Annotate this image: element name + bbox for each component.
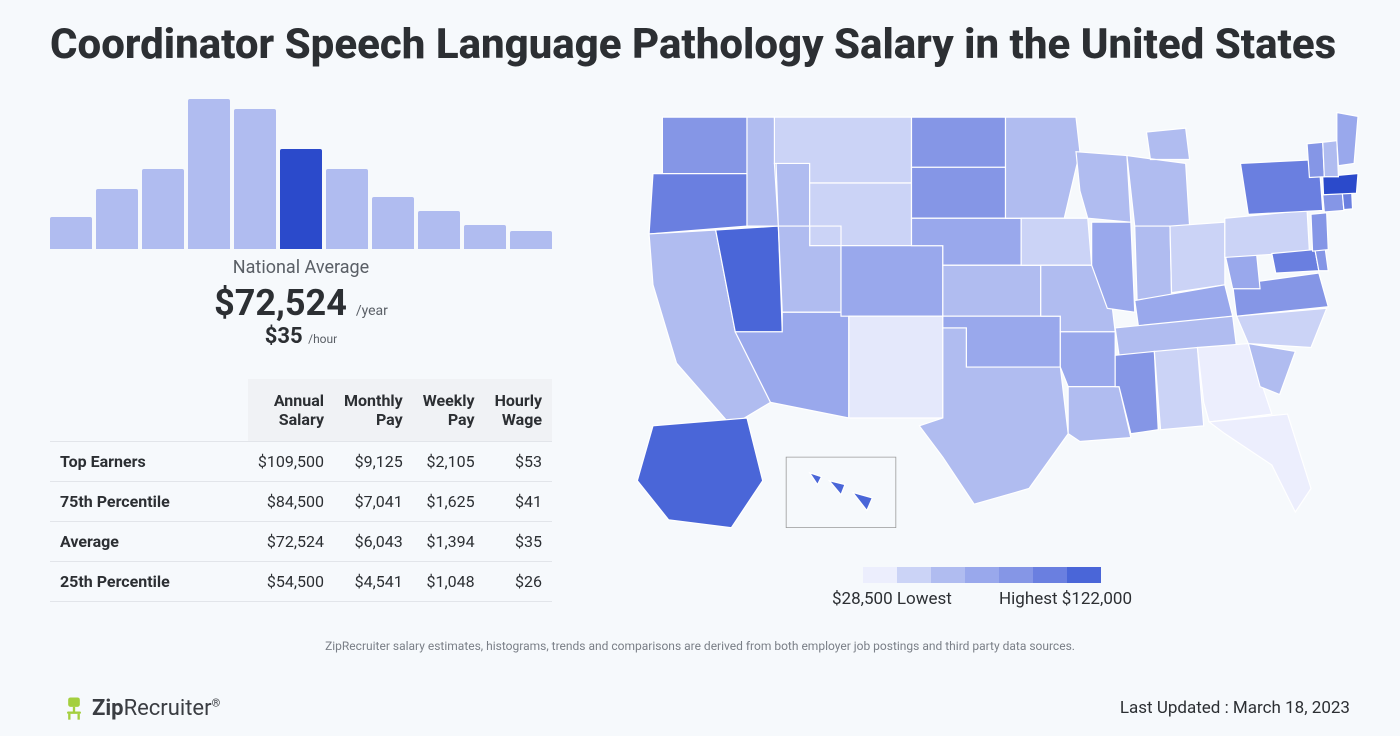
table-cell: $4,541 (334, 562, 413, 602)
footer: ZipRecruiter® Last Updated : March 18, 2… (60, 694, 1350, 722)
legend-swatch (999, 567, 1033, 583)
table-row: 75th Percentile$84,500$7,041$1,625$41 (50, 482, 552, 522)
table-cell: $2,105 (413, 442, 485, 482)
chair-icon (60, 694, 88, 722)
histogram-bar (50, 217, 92, 249)
histogram-bar (96, 189, 138, 249)
table-header: MonthlyPay (334, 379, 413, 442)
legend-swatch (965, 567, 999, 583)
state-fl[interactable] (1209, 414, 1311, 512)
salary-year: $72,524 /year (50, 282, 552, 324)
table-cell: 25th Percentile (50, 562, 248, 602)
national-average-label: National Average (50, 257, 552, 278)
table-header: WeeklyPay (413, 379, 485, 442)
state-vt[interactable] (1307, 142, 1324, 177)
state-nd[interactable] (912, 117, 1006, 167)
histogram-bar (188, 99, 230, 249)
state-ri[interactable] (1342, 192, 1352, 209)
salary-table: AnnualSalaryMonthlyPayWeeklyPayHourlyWag… (50, 379, 552, 602)
state-mn[interactable] (1006, 117, 1080, 218)
state-ks[interactable] (943, 265, 1041, 316)
state-wy[interactable] (810, 183, 912, 246)
state-pa[interactable] (1225, 210, 1310, 257)
state-ct[interactable] (1323, 193, 1344, 212)
table-cell: $6,043 (334, 522, 413, 562)
histogram-bar (326, 169, 368, 249)
table-cell: $53 (485, 442, 552, 482)
histogram-bar (418, 211, 460, 249)
table-cell: $9,125 (334, 442, 413, 482)
state-wi[interactable] (1076, 152, 1131, 223)
state-ia[interactable] (1021, 218, 1092, 265)
state-al[interactable] (1154, 348, 1203, 430)
page-title: Coordinator Speech Language Pathology Sa… (50, 20, 1350, 69)
table-cell: Average (50, 522, 248, 562)
state-me[interactable] (1337, 113, 1358, 166)
table-row: 25th Percentile$54,500$4,541$1,048$26 (50, 562, 552, 602)
salary-hour: $35 /hour (50, 324, 552, 349)
map-legend: $28,500 Lowest Highest $122,000 (832, 567, 1132, 609)
table-header: HourlyWage (485, 379, 552, 442)
table-cell: $54,500 (248, 562, 334, 602)
state-or[interactable] (649, 174, 747, 234)
state-nj[interactable] (1311, 213, 1328, 251)
state-oh[interactable] (1170, 222, 1225, 293)
state-nh[interactable] (1323, 141, 1339, 177)
histogram-bar (464, 225, 506, 249)
table-cell: $35 (485, 522, 552, 562)
histogram-bar (372, 197, 414, 249)
salary-hour-value: $35 (265, 324, 303, 349)
brand-zip: Zip (92, 696, 124, 721)
legend-swatch (1067, 567, 1101, 583)
state-in[interactable] (1135, 226, 1172, 300)
salary-year-value: $72,524 (214, 282, 347, 324)
right-column: $28,500 Lowest Highest $122,000 (602, 89, 1362, 609)
disclaimer-text: ZipRecruiter salary estimates, histogram… (50, 639, 1350, 653)
table-header (50, 379, 248, 442)
us-map (602, 89, 1362, 563)
histogram-bar (142, 169, 184, 249)
left-column: National Average $72,524 /year $35 /hour… (50, 89, 552, 609)
table-cell: $1,625 (413, 482, 485, 522)
table-cell: Top Earners (50, 442, 248, 482)
state-sd[interactable] (912, 167, 1006, 218)
histogram-bar (280, 149, 322, 249)
table-row: Average$72,524$6,043$1,394$35 (50, 522, 552, 562)
histogram-bar (510, 231, 552, 249)
brand-logo[interactable]: ZipRecruiter® (60, 694, 220, 722)
brand-recruiter: Recruiter (124, 696, 212, 721)
state-mi[interactable] (1127, 128, 1190, 226)
histogram-bar (234, 109, 276, 249)
legend-lowest: $28,500 Lowest (832, 589, 952, 609)
state-ar[interactable] (1060, 332, 1115, 387)
content-row: National Average $72,524 /year $35 /hour… (50, 89, 1350, 609)
state-hi[interactable] (810, 473, 873, 511)
legend-swatch (897, 567, 931, 583)
legend-swatch (931, 567, 965, 583)
state-nm[interactable] (849, 316, 943, 418)
table-cell: $109,500 (248, 442, 334, 482)
table-cell: 75th Percentile (50, 482, 248, 522)
last-updated: Last Updated : March 18, 2023 (1120, 698, 1350, 718)
table-cell: $72,524 (248, 522, 334, 562)
table-cell: $7,041 (334, 482, 413, 522)
state-ak[interactable] (637, 418, 762, 528)
table-cell: $84,500 (248, 482, 334, 522)
table-cell: $1,048 (413, 562, 485, 602)
state-md[interactable] (1272, 250, 1319, 273)
salary-histogram (50, 89, 552, 249)
table-row: Top Earners$109,500$9,125$2,105$53 (50, 442, 552, 482)
legend-swatch (1033, 567, 1067, 583)
legend-highest: Highest $122,000 (999, 589, 1132, 609)
salary-hour-unit: /hour (308, 332, 337, 346)
table-cell: $26 (485, 562, 552, 602)
table-cell: $41 (485, 482, 552, 522)
table-cell: $1,394 (413, 522, 485, 562)
legend-swatch (863, 567, 897, 583)
table-header: AnnualSalary (248, 379, 334, 442)
state-co[interactable] (841, 246, 943, 317)
salary-year-unit: /year (356, 303, 388, 319)
